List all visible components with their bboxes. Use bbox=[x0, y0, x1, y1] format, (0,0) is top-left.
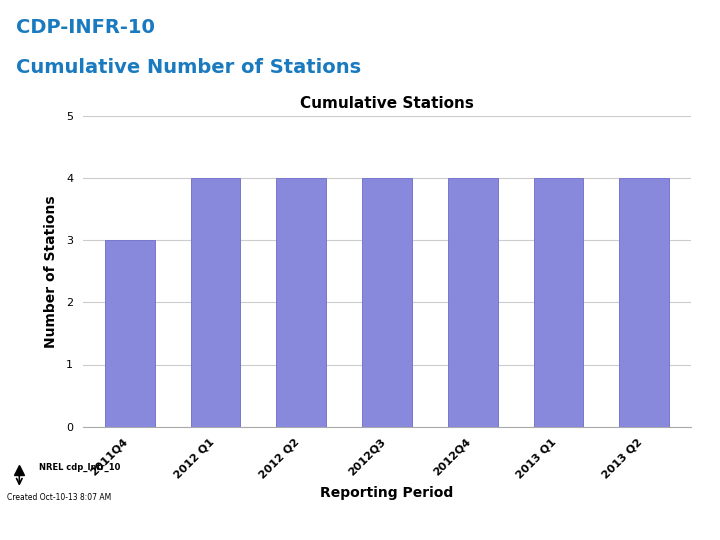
Text: Cumulative Number of Stations: Cumulative Number of Stations bbox=[16, 58, 361, 77]
Text: Created Oct-10-13 8:07 AM: Created Oct-10-13 8:07 AM bbox=[7, 493, 112, 502]
Bar bbox=[105, 240, 155, 427]
Text: NREL cdp_Infr_10: NREL cdp_Infr_10 bbox=[40, 463, 121, 472]
X-axis label: Reporting Period: Reporting Period bbox=[320, 485, 454, 500]
Text: NATIONAL RENEWABLE ENERGY LABORATORY: NATIONAL RENEWABLE ENERGY LABORATORY bbox=[11, 519, 247, 529]
Title: Cumulative Stations: Cumulative Stations bbox=[300, 96, 474, 111]
Y-axis label: Number of Stations: Number of Stations bbox=[44, 195, 58, 348]
Text: 1: 1 bbox=[703, 519, 709, 529]
Bar bbox=[448, 178, 498, 427]
Bar bbox=[619, 178, 669, 427]
Text: CDP-INFR-10: CDP-INFR-10 bbox=[16, 18, 155, 37]
Bar bbox=[276, 178, 326, 427]
Bar bbox=[534, 178, 583, 427]
Bar bbox=[362, 178, 412, 427]
Bar bbox=[191, 178, 240, 427]
